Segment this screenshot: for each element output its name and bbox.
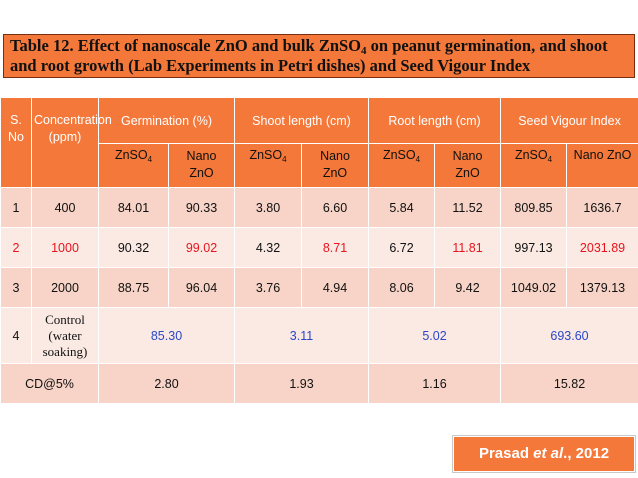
header-seed-vigour-index: Seed Vigour Index — [500, 97, 638, 144]
header-root-length: Root length (cm) — [368, 97, 502, 144]
header-concentration: Concentration (ppm) — [31, 97, 112, 188]
cell-sno: 2 — [0, 227, 32, 268]
cell-value: 8.06 — [368, 267, 436, 308]
subheader-znso4: ZnSO4 — [500, 143, 568, 188]
subheader-nano-zno: Nano ZnO — [168, 143, 235, 188]
data-table: S. No Concentration (ppm) Germination (%… — [0, 97, 638, 404]
table-row-cd: CD@5% 2.80 1.93 1.16 15.82 — [0, 363, 638, 404]
subheader-znso4: ZnSO4 — [234, 143, 302, 188]
subheader-nano-zno: Nano ZnO — [434, 143, 502, 188]
cell-value: 6.72 — [368, 227, 436, 268]
cell-value: 4.32 — [234, 227, 302, 268]
subheader-nano-zno: Nano ZnO — [300, 143, 370, 188]
header-row-subcolumns: ZnSO4 Nano ZnO ZnSO4 Nano ZnO ZnSO4 Nano… — [0, 143, 638, 188]
cell-value: 9.42 — [434, 267, 502, 308]
cell-sno: 4 — [0, 307, 32, 364]
table-caption: Table 12. Effect of nanoscale ZnO and bu… — [3, 34, 635, 78]
cell-value: 809.85 — [500, 187, 568, 228]
header-row-groups: S. No Concentration (ppm) Germination (%… — [0, 97, 638, 188]
cell-value: 1636.7 — [566, 187, 638, 228]
cell-value: 5.84 — [368, 187, 436, 228]
cell-sno: 3 — [0, 267, 32, 308]
caption-text-part2: on peanut germination, and shoot and roo… — [10, 36, 608, 75]
cell-value-merged: 693.60 — [500, 307, 638, 364]
cell-concentration: 2000 — [31, 267, 99, 308]
subheader-znso4: ZnSO4 — [98, 143, 169, 188]
citation-badge: Prasad et al., 2012 — [452, 435, 636, 473]
table-row: 1 400 84.01 90.33 3.80 6.60 5.84 11.52 8… — [0, 187, 638, 228]
caption-subscript: 4 — [361, 45, 367, 57]
cell-value: 90.32 — [98, 227, 169, 268]
header-germination: Germination (%) — [98, 97, 235, 144]
cell-value: 1049.02 — [500, 267, 568, 308]
cell-value: 96.04 — [168, 267, 235, 308]
caption-text-part1: Table 12. Effect of nanoscale ZnO and bu… — [10, 36, 362, 55]
subheader-znso4: ZnSO4 — [368, 143, 436, 188]
cell-value: 11.52 — [434, 187, 502, 228]
cell-value: 1379.13 — [566, 267, 638, 308]
cell-control-label: Control (water soaking) — [31, 307, 99, 364]
cell-cd-label: CD@5% — [0, 363, 99, 404]
cell-value-merged: 3.11 — [233, 307, 370, 364]
cell-value: 90.33 — [168, 187, 235, 228]
cell-value: 6.60 — [300, 187, 370, 228]
cell-concentration: 400 — [31, 187, 99, 228]
subheader-nano-zno: Nano ZnO — [566, 143, 638, 188]
cell-value-merged: 85.30 — [98, 307, 235, 364]
header-shoot-length: Shoot length (cm) — [233, 97, 370, 144]
cell-value: 3.80 — [234, 187, 302, 228]
cell-value-highlight: 8.71 — [300, 227, 370, 268]
table-row: 2 1000 90.32 99.02 4.32 8.71 6.72 11.81 … — [0, 227, 638, 268]
table-row-control: 4 Control (water soaking) 85.30 3.11 5.0… — [0, 307, 638, 364]
cell-value: 3.76 — [234, 267, 302, 308]
cell-value: 997.13 — [500, 227, 568, 268]
table-row: 3 2000 88.75 96.04 3.76 4.94 8.06 9.42 1… — [0, 267, 638, 308]
cell-value-merged: 1.16 — [368, 363, 502, 404]
cell-value-merged: 1.93 — [233, 363, 370, 404]
cell-value-merged: 2.80 — [98, 363, 235, 404]
cell-value-highlight: 2031.89 — [566, 227, 638, 268]
cell-sno: 1 — [0, 187, 32, 228]
cell-value: 88.75 — [98, 267, 169, 308]
header-sno: S. No — [0, 97, 32, 188]
cell-value-merged: 15.82 — [500, 363, 638, 404]
cell-value-highlight: 11.81 — [434, 227, 502, 268]
cell-value: 84.01 — [98, 187, 169, 228]
cell-value-highlight: 99.02 — [168, 227, 235, 268]
cell-value: 4.94 — [300, 267, 370, 308]
cell-concentration: 1000 — [31, 227, 99, 268]
cell-value-merged: 5.02 — [368, 307, 502, 364]
